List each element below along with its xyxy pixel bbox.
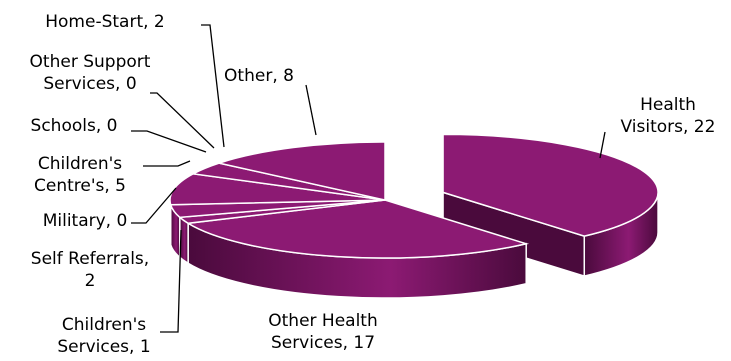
leader-military xyxy=(131,187,177,224)
label-schools: Schools, 0 xyxy=(31,116,118,136)
slice-labels: Health Visitors, 22 Other Health Services, … xyxy=(30,12,716,357)
slice-children-s-centre-s xyxy=(169,173,386,206)
slice-health-visitors xyxy=(442,133,659,237)
label-home-start: Home-Start, 2 xyxy=(45,12,165,32)
label-children-s-services: Children's Services, 1 xyxy=(57,315,150,357)
leader-home-start xyxy=(201,24,225,148)
slice-other-health-services xyxy=(185,199,530,259)
label-self-referrals: Self Referrals, 2 xyxy=(31,249,149,291)
leader-schools xyxy=(131,130,207,153)
leader-children-s-services xyxy=(160,229,182,333)
label-health-visitors: Health Visitors, 22 xyxy=(621,95,716,137)
pie-side-faces xyxy=(169,134,659,299)
leader-other xyxy=(305,84,317,136)
label-other-health-services: Other Health Services, 17 xyxy=(268,311,378,353)
label-other-support-services: Other Support Services, 0 xyxy=(30,52,151,94)
label-leader-lines xyxy=(131,24,606,333)
label-other: Other, 8 xyxy=(224,66,294,86)
leader-health-visitors xyxy=(599,131,606,159)
slice-other xyxy=(216,141,386,201)
leader-other-support-services xyxy=(150,92,215,149)
label-military: Military, 0 xyxy=(43,211,128,231)
label-children-s-centre-s: Children's Centre's, 5 xyxy=(34,154,126,196)
leader-children-s-centre-s xyxy=(143,160,191,167)
slice-children-s-centre-s-side xyxy=(169,199,172,246)
pie-top-faces xyxy=(169,133,659,259)
